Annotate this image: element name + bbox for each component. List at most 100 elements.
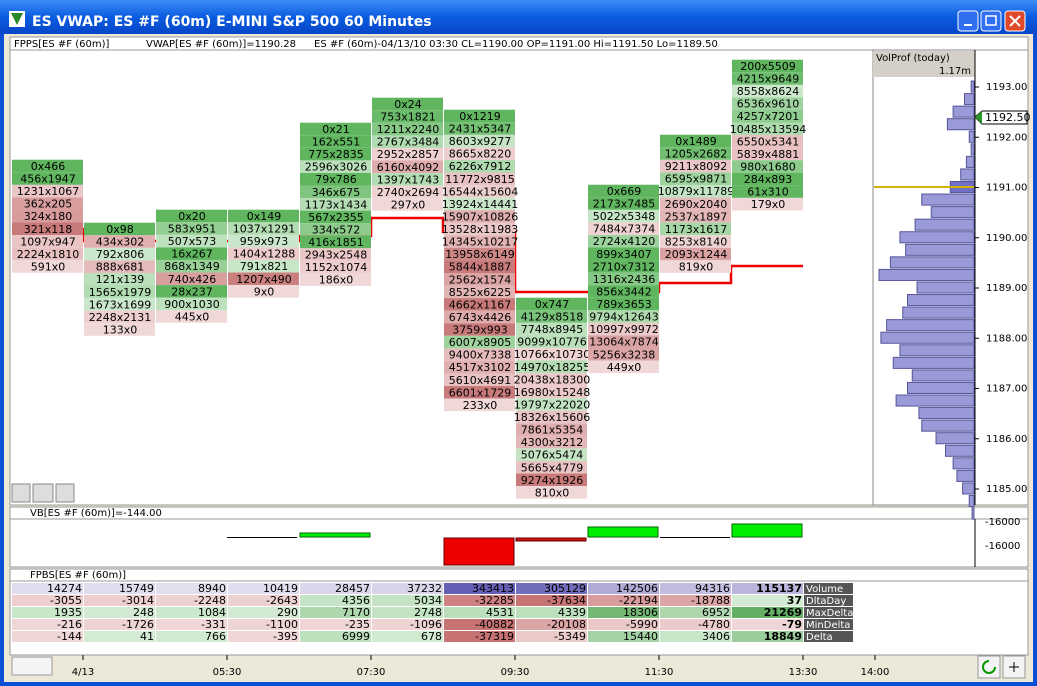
maximize-button[interactable] [980,10,1002,32]
stats-value: 290 [277,606,298,619]
footprint-text: 0x1219 [459,110,501,123]
footprint-text: 5256x3238 [593,348,656,361]
stats-cell [444,619,515,630]
stats-value: 5034 [414,594,442,607]
footprint-cell [372,110,443,123]
stats-row-label-cell [804,583,853,594]
footprint-cell [156,310,227,323]
footprint-cell [516,486,587,499]
volume-profile-bar [970,80,975,93]
footprint-text: 9099x10776 [517,336,587,349]
footprint-cell [732,172,803,186]
footprint-text: 4257x7201 [737,110,800,123]
footprint-cell [660,147,731,160]
stats-cell [228,607,299,618]
footprint-text: 19797x22020 [514,398,591,411]
footprint-cell [732,122,803,136]
window-title: ES VWAP: ES #F (60m) E-MINI S&P 500 60 M… [32,14,432,30]
stats-value: 2748 [414,606,442,619]
volume-profile-title: VolProf (today) [876,53,950,64]
vb-bar [227,537,297,538]
vb-bar [660,537,730,538]
stats-cell [732,595,803,606]
footprint-text: 4129x8518 [521,311,584,324]
footprint-cell [588,234,659,248]
footprint-text: 162x551 [312,136,361,149]
footprint-cell [732,135,803,148]
stats-cell [300,619,371,630]
price-label: 1187.00 [986,384,1027,395]
footprint-cell [300,260,371,274]
stats-value: 15749 [119,582,154,595]
footprint-text: 13528x11983 [442,223,519,236]
footprint-text: 6007x8905 [449,336,512,349]
footprint-text: 20438x18300 [514,373,591,386]
footprint-cell [588,322,659,336]
volume-profile-bar [965,155,975,168]
stats-cell [300,583,371,594]
volume-profile-bar [968,130,975,143]
footprint-text: 980x1680 [740,160,796,173]
footprint-cell [444,273,515,286]
stats-value: 18849 [764,630,802,643]
footprint-text: 789x3653 [596,298,652,311]
refresh-button[interactable] [977,655,1001,679]
stats-row-label: DltaDay [806,596,846,607]
footprint-cell [12,159,83,173]
stats-value: 15440 [623,630,658,643]
stats-cell [300,607,371,618]
stats-value: 343413 [472,582,514,595]
footprint-cell [84,235,155,248]
scroll-box[interactable] [11,656,53,676]
footprint-cell [444,335,515,349]
footprint-cell [588,272,659,286]
volume-profile-bar [907,294,975,307]
footprint-text: 8558x8624 [737,85,800,98]
stats-cell [12,583,83,594]
footprint-cell [12,172,83,185]
footprint-cell [84,323,155,336]
tool-candles[interactable] [11,483,31,503]
volume-profile-bar [964,93,975,106]
volume-profile-bar [918,407,975,420]
stats-value: 305129 [544,582,586,595]
footprint-cell [444,210,515,223]
footprint-text: 4215x9649 [737,73,800,86]
footprint-text: 449x0 [607,361,642,374]
stats-value: 1935 [54,606,82,619]
footprint-text: 61x310 [747,186,789,199]
volume-profile-bar [892,356,975,369]
minimize-button[interactable] [957,10,979,32]
stats-value: 1084 [198,606,226,619]
volume-profile-bar [971,507,975,520]
footprint-cell [660,159,731,173]
footprint-cell [516,297,587,311]
time-label: 07:30 [357,667,386,678]
footprint-cell [732,59,803,73]
footprint-cell [300,210,371,224]
footprint-text: 810x0 [535,486,570,499]
footprint-cell [372,198,443,211]
current-price-label: 1192.50 [985,111,1031,124]
tool-settings[interactable] [55,483,75,503]
footprint-text: 179x0 [751,198,786,211]
footprint-text: 2724x4120 [593,235,656,248]
stats-row-label: Volume [806,584,843,595]
stats-cell [588,595,659,606]
vb-bar [443,537,515,566]
footprint-text: 456x1947 [20,173,76,186]
footprint-text: 740x426 [168,273,217,286]
stats-value: -79 [782,618,802,631]
stats-value: 115137 [756,582,802,595]
footprint-cell [516,360,587,374]
footprint-cell [516,461,587,474]
footprint-text: 9400x7338 [449,349,512,362]
vb-pane [9,518,1029,568]
footprint-text: 362x205 [24,198,73,211]
tool-xyz[interactable] [32,483,54,503]
legend-vwap: VWAP[ES #F (60m)]=1190.28 [146,39,296,50]
footprint-text: 8603x9277 [449,135,512,148]
stats-value: -3014 [122,594,154,607]
footprint-cell [300,122,371,136]
footprint-text: 900x1030 [164,298,220,311]
